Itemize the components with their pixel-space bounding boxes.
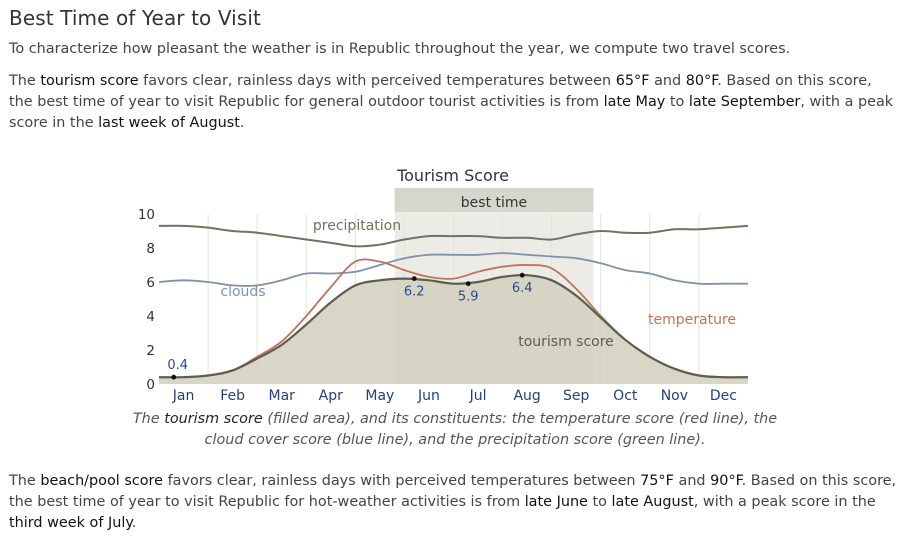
y-tick-label: 6 [146,275,155,291]
score-marker-dot [519,272,525,278]
beach-end: late August [611,494,694,510]
text-run: . [131,515,137,531]
text-run: , with a peak score in the [9,94,894,131]
best-time-band-header [394,188,594,212]
tourism-score-line [158,273,749,379]
tourism-score-annotation: tourism score [518,334,614,350]
page-title: Best Time of Year to Visit [9,6,261,30]
y-tick-label: 2 [146,343,155,359]
clouds-line [158,252,748,287]
score-marker-dot [171,374,177,380]
text-run: favors clear, rainless days with perceiv… [138,73,616,89]
score-marker-dot [411,276,417,281]
text-run: favors clear, rainless days with perceiv… [163,473,641,489]
chart-title: Tourism Score [396,166,509,185]
beach-temp-high: 90°F [710,473,742,489]
best-time-start: late May [603,94,666,110]
temp-high: 80°F [685,73,718,89]
best-time-end: late September [688,94,801,110]
x-axis-month-labels: Jan Feb Mar Apr May Jun Jul Aug Sep Oct Nov Dec [172,388,737,404]
score-marker-dot [465,281,471,287]
best-time-label: best time [461,195,527,211]
score-markers: 0.4 6.2 5.9 6.4 [167,272,533,380]
text-run: . Based on this score, the best time of … [9,73,872,110]
score-marker-label: 6.2 [404,285,425,300]
temp-low: 65°F [615,73,650,89]
y-tick-label: 10 [138,207,155,223]
text-run: and [673,473,711,489]
month-label: Sep [563,388,590,404]
text-run: to [587,494,612,510]
clouds-annotation: clouds [220,284,265,300]
caption-tourism-score-term: tourism score [164,411,263,427]
month-label: Dec [710,388,737,404]
intro-paragraph: To characterize how pleasant the weather… [9,41,791,57]
text-run: The [9,73,41,89]
text-run: to [665,94,689,110]
score-marker-label: 5.9 [458,290,479,305]
beach-peak: third week of July [9,515,132,531]
text-run: . [239,115,245,131]
month-label: Jun [417,388,440,404]
text-run: , with a peak score in the [693,494,876,510]
text-run: . Based on this score, the best time of … [9,473,897,510]
beach-temp-low: 75°F [640,473,674,489]
text-run: (filled area), and its constituents: the… [204,411,778,448]
y-tick-label: 8 [146,241,155,257]
y-tick-label: 0 [146,377,155,393]
month-label: Nov [661,388,688,404]
peak-period: last week of August [98,115,240,131]
tourism-score-paragraph: The tourism score favors clear, rainless… [9,71,899,134]
score-marker-label: 6.4 [512,281,533,296]
tourism-score-term: tourism score [40,73,139,89]
month-label: Jan [172,388,195,404]
month-label: Aug [513,388,540,404]
month-label: Jul [469,388,487,404]
text-run: The [9,473,41,489]
y-axis-ticks: 0 2 4 6 8 10 [138,207,155,393]
tourism-score-area [159,275,748,384]
month-label: May [365,388,394,404]
month-label: Oct [613,388,638,404]
month-label: Feb [220,388,245,404]
month-label: Apr [319,388,343,404]
chart-caption: The tourism score (filled area), and its… [130,409,780,451]
precipitation-line [158,224,749,248]
y-tick-label: 4 [146,309,155,325]
month-label: Mar [268,388,295,404]
beach-pool-score-paragraph: The beach/pool score favors clear, rainl… [9,471,899,534]
beach-start: late June [524,494,588,510]
text-run: The [132,411,165,427]
beach-score-term: beach/pool score [40,473,164,489]
precipitation-annotation: precipitation [313,218,401,234]
score-marker-label: 0.4 [167,358,188,373]
text-run: and [649,73,686,89]
temperature-annotation: temperature [648,312,736,328]
